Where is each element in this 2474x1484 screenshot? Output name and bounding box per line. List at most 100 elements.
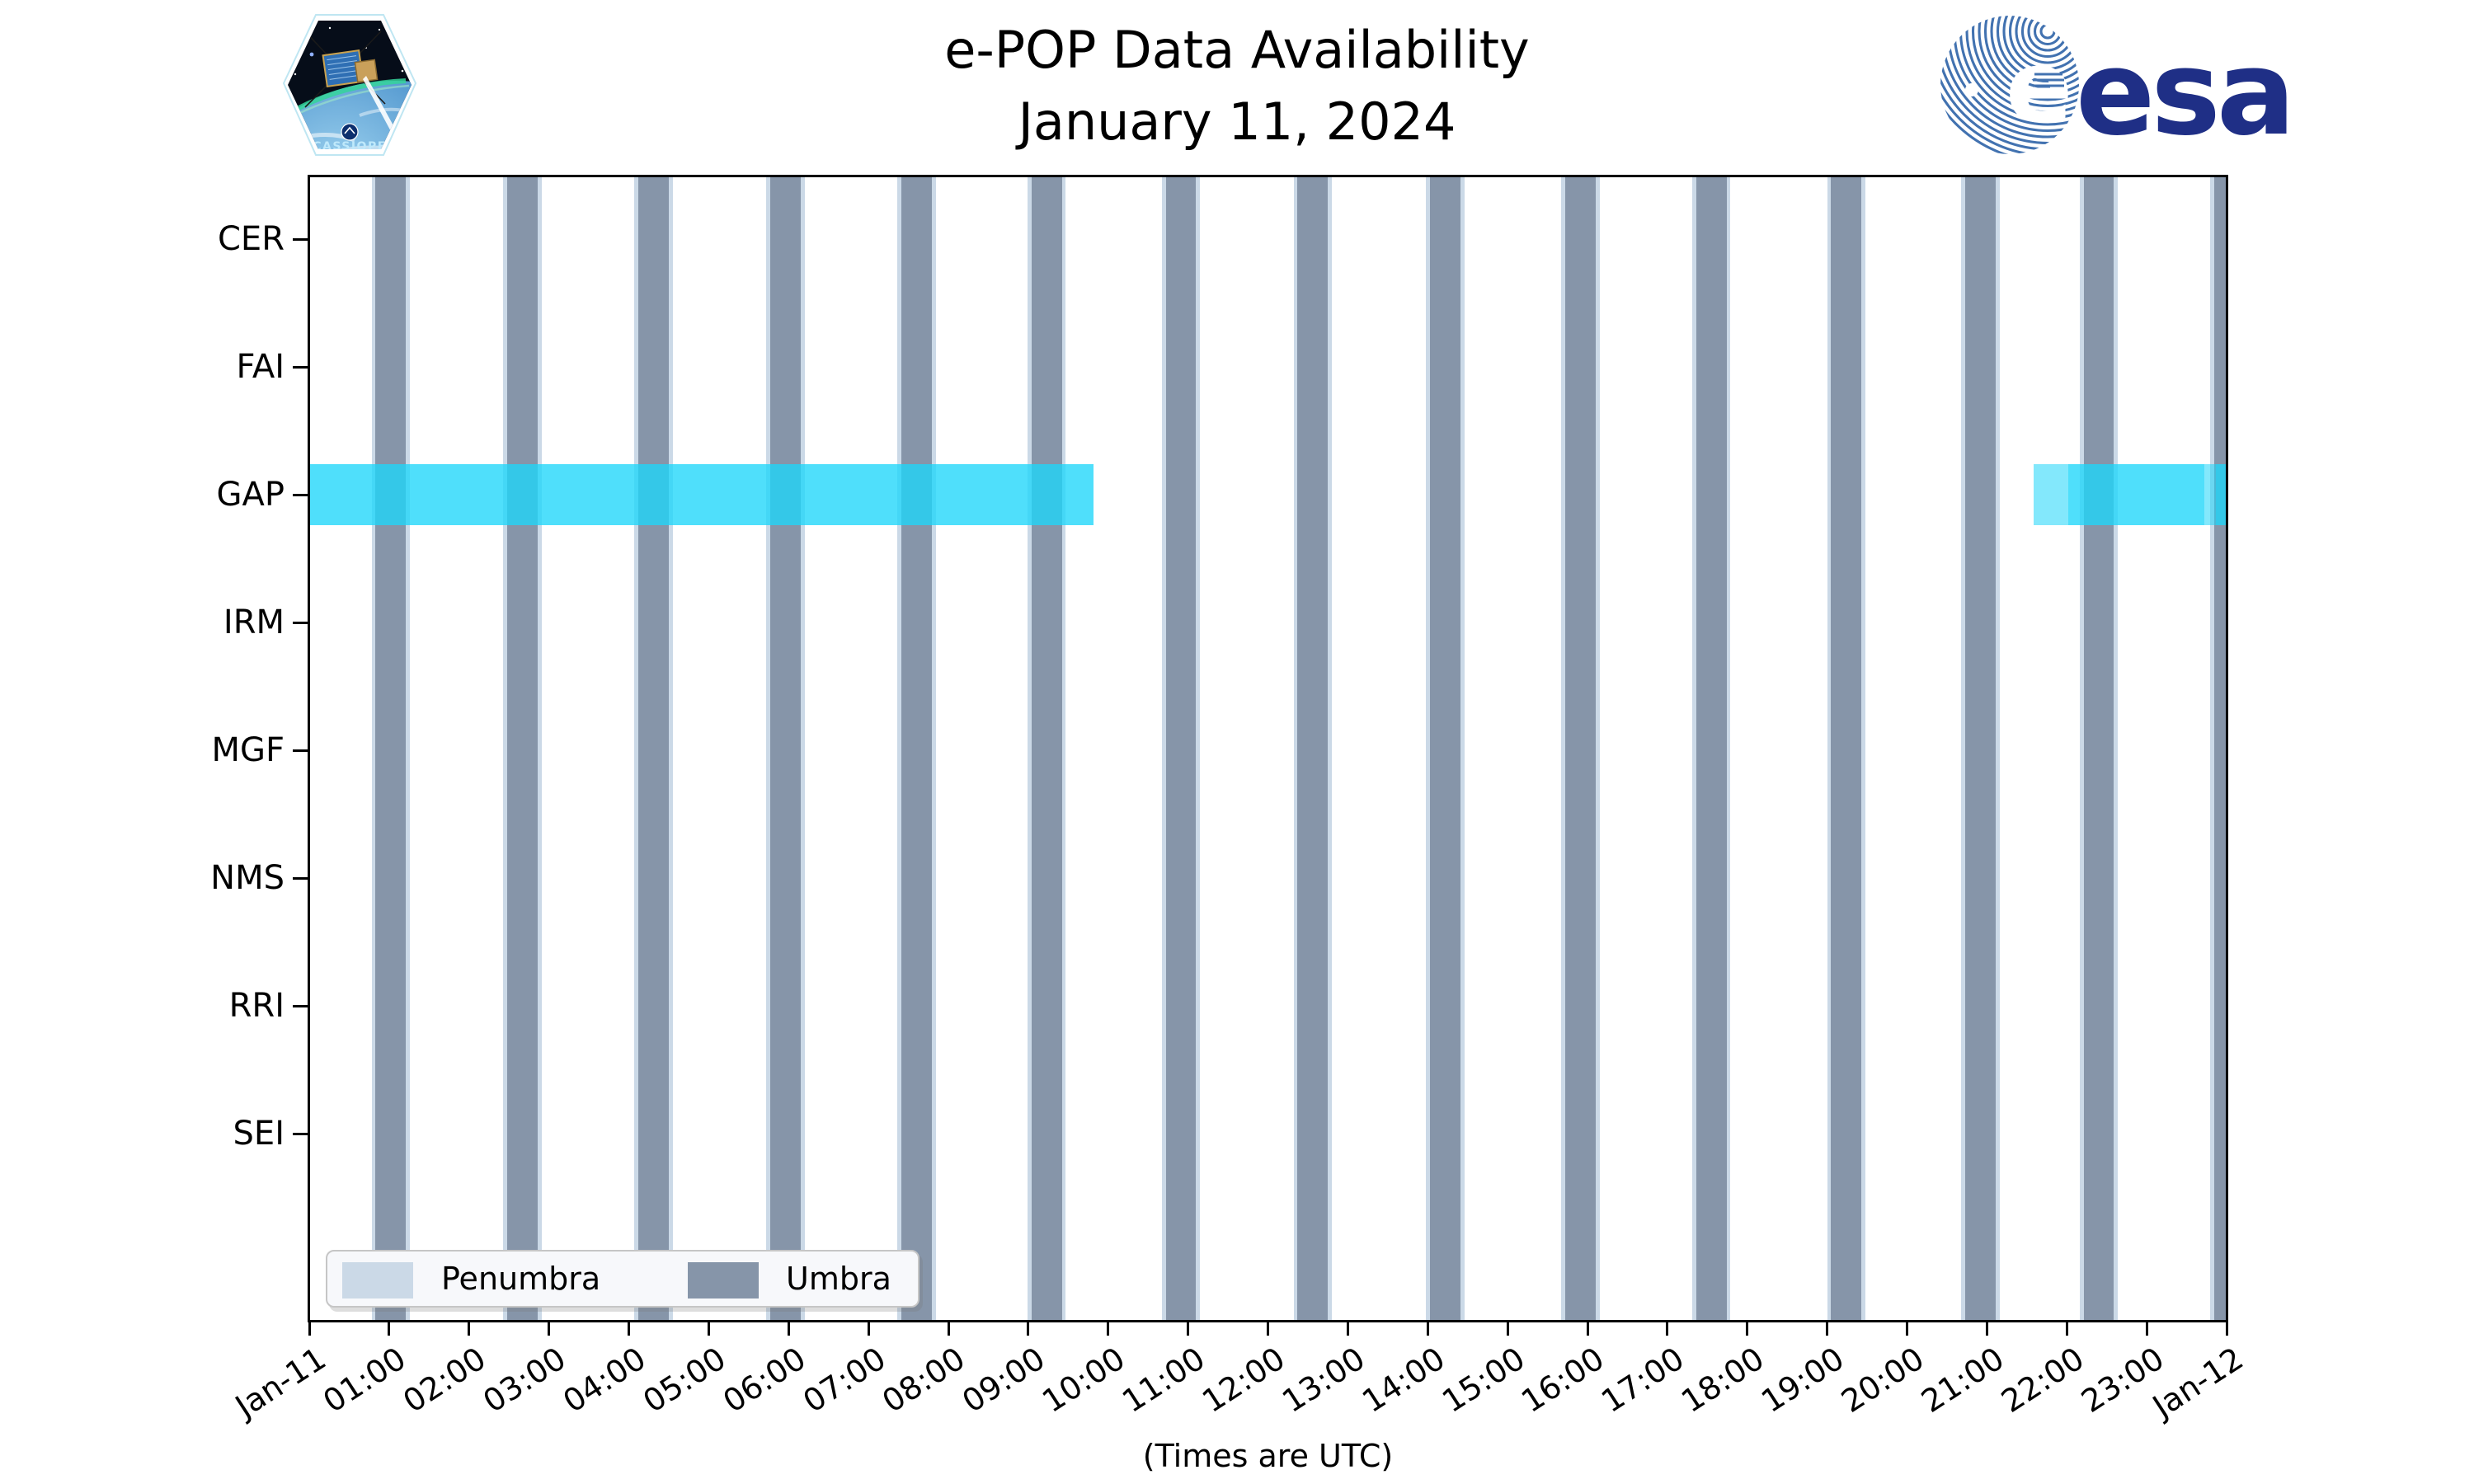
x-tick <box>1506 1322 1509 1336</box>
x-tick <box>1985 1322 1988 1336</box>
x-tick-label: 08:00 <box>876 1340 972 1421</box>
umbra-bar <box>769 176 801 1322</box>
umbra-bar <box>1031 176 1062 1322</box>
y-tick <box>293 621 308 624</box>
x-tick <box>308 1322 311 1336</box>
chart-title: e-POP Data Availability <box>944 20 1530 80</box>
x-tick <box>388 1322 391 1336</box>
x-tick-label: 20:00 <box>1835 1340 1931 1421</box>
x-tick <box>628 1322 630 1336</box>
x-tick <box>468 1322 471 1336</box>
umbra-bar <box>375 176 407 1322</box>
y-tick-label-nms: NMS <box>210 859 285 897</box>
x-tick <box>947 1322 950 1336</box>
y-tick-label-rri: RRI <box>228 987 285 1025</box>
x-tick-label: 02:00 <box>397 1340 493 1421</box>
umbra-bar <box>507 176 539 1322</box>
axis-spine-top <box>308 175 2228 177</box>
umbra-bar <box>1965 176 1997 1322</box>
x-tick-label: 11:00 <box>1116 1340 1211 1421</box>
x-tick <box>1426 1322 1429 1336</box>
x-tick <box>707 1322 710 1336</box>
x-tick-label: 22:00 <box>1994 1340 2091 1421</box>
x-tick-label: 18:00 <box>1675 1340 1771 1421</box>
y-tick <box>293 493 308 496</box>
x-tick-label: Jan-12 <box>2147 1340 2251 1425</box>
y-tick-label-mgf: MGF <box>211 731 285 769</box>
y-tick-label-sei: SEI <box>233 1115 285 1153</box>
x-tick-label: 12:00 <box>1196 1340 1291 1421</box>
y-tick <box>293 1132 308 1135</box>
y-tick <box>293 1004 308 1007</box>
xaxis-caption: (Times are UTC) <box>1142 1438 1394 1474</box>
x-tick <box>1666 1322 1669 1336</box>
umbra-bar <box>1696 176 1727 1322</box>
x-tick-label: 15:00 <box>1435 1340 1531 1421</box>
gap-availability-segment <box>2068 464 2204 525</box>
umbra-bar <box>2083 176 2114 1322</box>
esa-logo: e esa <box>1940 16 2296 162</box>
x-tick-label: Jan-11 <box>229 1340 333 1425</box>
x-tick-label: 14:00 <box>1355 1340 1451 1421</box>
cassiope-mission-patch: CASSIOPE <box>282 14 417 156</box>
umbra-bar <box>901 176 932 1322</box>
x-tick <box>867 1322 870 1336</box>
axis-spine-left <box>308 175 310 1322</box>
patch-label: CASSIOPE <box>313 140 387 153</box>
x-tick <box>1746 1322 1749 1336</box>
y-tick <box>293 749 308 752</box>
esa-wordmark: esa <box>2076 26 2292 162</box>
x-tick-label: 04:00 <box>557 1340 652 1421</box>
y-tick <box>293 365 308 369</box>
x-tick-label: 19:00 <box>1755 1340 1851 1421</box>
legend-label-umbra: Umbra <box>786 1261 891 1297</box>
y-tick <box>293 876 308 880</box>
x-tick-label: 21:00 <box>1914 1340 2011 1421</box>
x-tick <box>1346 1322 1349 1336</box>
x-tick-label: 07:00 <box>796 1340 892 1421</box>
y-tick <box>293 237 308 241</box>
legend-swatch-umbra <box>688 1262 759 1298</box>
x-tick <box>1586 1322 1589 1336</box>
x-tick-label: 13:00 <box>1275 1340 1371 1421</box>
x-tick <box>1027 1322 1030 1336</box>
x-tick <box>1826 1322 1829 1336</box>
legend-swatch-penumbra <box>342 1262 413 1298</box>
umbra-bar <box>2213 176 2227 1322</box>
legend-label-penumbra: Penumbra <box>441 1261 601 1297</box>
umbra-bar <box>1165 176 1197 1322</box>
gap-availability-segment <box>309 464 1094 525</box>
y-tick-label-gap: GAP <box>216 476 285 514</box>
patch-csa-roundel <box>341 123 359 141</box>
axis-spine-bottom <box>308 1320 2228 1322</box>
plot-area <box>309 176 2227 1322</box>
x-tick-label: 05:00 <box>636 1340 732 1421</box>
axis-spine-right <box>2226 175 2228 1322</box>
umbra-bar <box>1297 176 1329 1322</box>
umbra-bar <box>1430 176 1460 1322</box>
x-tick <box>1187 1322 1190 1336</box>
x-tick-label: 09:00 <box>956 1340 1052 1421</box>
y-tick-label-irm: IRM <box>223 603 285 641</box>
x-tick <box>1107 1322 1110 1336</box>
esa-white-dot <box>1965 83 1978 96</box>
legend: Penumbra Umbra <box>326 1250 920 1308</box>
gap-availability-segment <box>2204 464 2217 525</box>
x-tick-label: 06:00 <box>716 1340 812 1421</box>
umbra-bar <box>638 176 669 1322</box>
y-tick-label-cer: CER <box>218 220 285 258</box>
umbra-bar <box>1564 176 1596 1322</box>
x-tick-label: 03:00 <box>477 1340 572 1421</box>
x-tick <box>2145 1322 2148 1336</box>
x-tick-label: 17:00 <box>1595 1340 1691 1421</box>
chart-subtitle-date: January 11, 2024 <box>1018 92 1456 152</box>
x-tick <box>548 1322 551 1336</box>
y-tick-label-fai: FAI <box>236 348 285 386</box>
x-tick <box>2065 1322 2068 1336</box>
x-tick <box>1267 1322 1269 1336</box>
gap-availability-segment <box>2216 464 2227 525</box>
x-tick-label: 10:00 <box>1036 1340 1132 1421</box>
x-tick <box>1906 1322 1908 1336</box>
x-tick <box>2225 1322 2228 1336</box>
